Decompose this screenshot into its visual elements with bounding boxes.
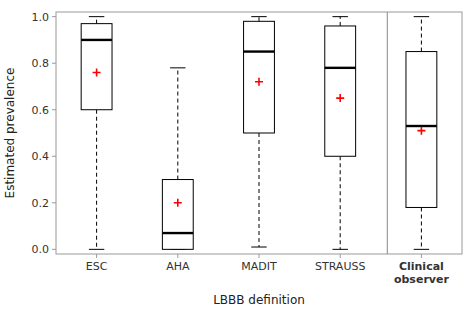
- upper-cap: [89, 16, 104, 17]
- lower-cap: [251, 247, 266, 248]
- x-tick-label-line: Clinical: [399, 260, 444, 273]
- x-tick: [421, 254, 422, 258]
- lower-whisker: [259, 133, 260, 247]
- x-tick-label-line: MADIT: [241, 260, 277, 273]
- y-tick-label: 0.0: [32, 243, 50, 256]
- box: [162, 180, 193, 250]
- upper-cap: [414, 16, 429, 17]
- y-tick-label: 0.6: [32, 104, 50, 117]
- x-tick-label-line: observer: [394, 273, 449, 286]
- x-tick-label: AHA: [166, 260, 190, 273]
- median: [244, 50, 275, 52]
- lower-whisker: [340, 156, 341, 249]
- median: [325, 67, 356, 69]
- x-tick-label: ESC: [86, 260, 108, 273]
- upper-cap: [170, 67, 185, 68]
- y-tick: [52, 109, 56, 110]
- separator: [387, 12, 388, 254]
- chart: 0.0 0.2 0.4 0.6 0.8 1.0 ESC AHA MADIT STRAUSS Clin…: [0, 0, 474, 312]
- y-tick: [52, 249, 56, 250]
- x-axis-label: LBBB definition: [213, 293, 305, 307]
- y-axis-label: Estimated prevalence: [3, 68, 17, 199]
- y-tick-label: 0.4: [32, 150, 50, 163]
- lower-whisker: [96, 110, 97, 250]
- median: [162, 232, 193, 234]
- upper-cap: [251, 16, 266, 17]
- x-tick-label-line: ESC: [86, 260, 108, 273]
- box: [406, 52, 437, 208]
- y-tick-label: 1.0: [32, 11, 50, 24]
- mean-marker: [255, 78, 263, 86]
- y-tick-label: 0.8: [32, 57, 50, 70]
- y-tick: [52, 202, 56, 203]
- x-tick-label: MADIT: [241, 260, 277, 273]
- x-tick: [177, 254, 178, 258]
- box: [325, 26, 356, 156]
- mean-marker: [336, 94, 344, 102]
- x-tick: [340, 254, 341, 258]
- y-tick: [52, 156, 56, 157]
- upper-whisker: [259, 17, 260, 22]
- x-tick-label-line: STRAUSS: [315, 260, 365, 273]
- y-tick-label: 0.2: [32, 197, 50, 210]
- x-tick-label: STRAUSS: [315, 260, 365, 273]
- upper-whisker: [340, 17, 341, 26]
- upper-whisker: [96, 17, 97, 24]
- upper-whisker: [177, 68, 178, 180]
- upper-cap: [332, 16, 347, 17]
- lower-cap: [89, 249, 104, 250]
- box: [81, 24, 112, 110]
- lower-cap: [332, 249, 347, 250]
- y-tick: [52, 63, 56, 64]
- mean-marker: [417, 127, 425, 135]
- x-tick-label-line: AHA: [166, 260, 190, 273]
- y-tick: [52, 16, 56, 17]
- plot-frame: [56, 12, 462, 254]
- lower-whisker: [421, 207, 422, 249]
- x-tick: [259, 254, 260, 258]
- mean-marker: [174, 199, 182, 207]
- lower-cap: [414, 249, 429, 250]
- mean-marker: [93, 69, 101, 77]
- marks: [81, 17, 437, 250]
- box: [244, 21, 275, 133]
- x-tick-label: Clinicalobserver: [394, 260, 449, 286]
- upper-whisker: [421, 17, 422, 52]
- median: [81, 39, 112, 41]
- x-tick: [96, 254, 97, 258]
